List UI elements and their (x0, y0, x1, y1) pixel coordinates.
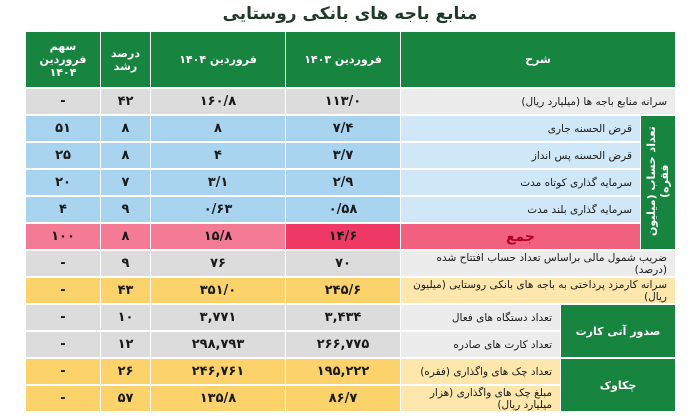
table-row: سرمایه گذاری بلند مدت ۰/۵۸ ۰/۶۳ ۹ ۴ (25, 197, 675, 222)
value-cell: - (25, 332, 100, 357)
header-cell: شرح (400, 32, 675, 87)
group-text: تعداد حساب (میلیون فقره) (645, 126, 671, 236)
value-cell: ۲۴۶,۷۶۱ (150, 359, 285, 384)
value-cell: ۸ (150, 116, 285, 141)
table-title: منابع باجه های بانکی روستایی (222, 4, 478, 24)
row-label: تعداد دستگاه های فعال (400, 305, 560, 330)
value-cell: ۱۱۳/۰ (285, 89, 400, 114)
value-cell: ۱۲ (100, 332, 150, 357)
table-row: سرانه منابع باجه ها (میلیارد ریال) ۱۱۳/۰ ۱… (25, 89, 675, 114)
row-label: تعداد چک های واگذاری (فقره) (400, 359, 560, 384)
table-row: مبلغ چک های واگذاری (هزار میلیارد ریال) ۸… (25, 386, 675, 411)
value-cell: ۱۳۵/۸ (150, 386, 285, 411)
value-cell: - (25, 305, 100, 330)
value-cell: ۳/۱ (150, 170, 285, 195)
value-cell: ۴ (25, 197, 100, 222)
row-label: قرض الحسنه پس انداز (400, 143, 640, 168)
header-cell: فروردین ۱۴۰۴ (150, 32, 285, 87)
row-label: ضریب شمول مالی براساس تعداد حساب افتتاح … (400, 251, 675, 276)
table-row: تعداد کارت های صادره ۲۶۶,۷۷۵ ۲۹۸,۷۹۳ ۱۲- (25, 332, 675, 357)
value-cell: ۳۵۱/۰ (150, 278, 285, 303)
table-row: ضریب شمول مالی براساس تعداد حساب افتتاح … (25, 251, 675, 276)
value-cell: ۱۵/۸ (150, 224, 285, 249)
row-label: تعداد کارت های صادره (400, 332, 560, 357)
value-cell: ۱۴/۶ (285, 224, 400, 249)
table-row: چکاوک تعداد چک های واگذاری (فقره) ۱۹۵,۲۲۲ ۲… (25, 359, 675, 411)
value-cell: ۴۲ (100, 89, 150, 114)
value-cell: ۹ (100, 251, 150, 276)
value-cell: - (25, 251, 100, 276)
value-cell: ۸ (100, 143, 150, 168)
value-cell: ۳,۴۳۴ (285, 305, 400, 330)
value-cell: - (25, 386, 100, 411)
total-label: جمع (400, 224, 640, 249)
table-row: سرانه کارمزد پرداختی به باجه های بانکی ر… (25, 278, 675, 303)
data-table: شرح فروردین ۱۴۰۳ فروردین ۱۴۰۴ درصد رشد سهم ف… (25, 30, 675, 413)
row-label: سرانه کارمزد پرداختی به باجه های بانکی ر… (400, 278, 675, 303)
value-cell: ۱۶۰/۸ (150, 89, 285, 114)
value-cell: ۱۹۵,۲۲۲ (285, 359, 400, 384)
group-label: چکاوک (560, 359, 675, 411)
row-label: قرض الحسنه جاری (400, 116, 640, 141)
value-cell: ۱۰۰ (25, 224, 100, 249)
value-cell: ۸ (100, 116, 150, 141)
header-row: شرح فروردین ۱۴۰۳ فروردین ۱۴۰۴ درصد رشد سهم ف… (25, 32, 675, 87)
row-label: سرمایه گذاری کوتاه مدت (400, 170, 640, 195)
value-cell: - (25, 278, 100, 303)
header-cell: فروردین ۱۴۰۳ (285, 32, 400, 87)
table-row: تعداد حساب (میلیون فقره) قرض الحسنه جاری ۷… (25, 116, 675, 249)
table-row: قرض الحسنه پس انداز ۳/۷ ۴ ۸ ۲۵ (25, 143, 675, 168)
value-cell: ۲۴۵/۶ (285, 278, 400, 303)
row-label: مبلغ چک های واگذاری (هزار میلیارد ریال) (400, 386, 560, 411)
value-cell: ۱۰ (100, 305, 150, 330)
value-cell: - (25, 359, 100, 384)
table-row: جمع ۱۴/۶ ۱۵/۸ ۸ ۱۰۰ (25, 224, 675, 249)
table-row: سرمایه گذاری کوتاه مدت ۲/۹ ۳/۱ ۷ ۲۰ (25, 170, 675, 195)
value-cell: ۲/۹ (285, 170, 400, 195)
row-label: سرانه منابع باجه ها (میلیارد ریال) (400, 89, 675, 114)
value-cell: ۷/۴ (285, 116, 400, 141)
value-cell: ۷۰ (285, 251, 400, 276)
value-cell: ۸۶/۷ (285, 386, 400, 411)
value-cell: ۷ (100, 170, 150, 195)
header-cell: سهم فروردین ۱۴۰۴ (25, 32, 100, 87)
value-cell: ۲۶ (100, 359, 150, 384)
value-cell: ۰/۵۸ (285, 197, 400, 222)
group-text: چکاوک (599, 378, 637, 392)
value-cell: ۰/۶۳ (150, 197, 285, 222)
value-cell: ۴ (150, 143, 285, 168)
value-cell: ۳,۷۷۱ (150, 305, 285, 330)
value-cell: ۷۶ (150, 251, 285, 276)
value-cell: ۲۹۸,۷۹۳ (150, 332, 285, 357)
row-label: سرمایه گذاری بلند مدت (400, 197, 640, 222)
group-label: تعداد حساب (میلیون فقره) (640, 116, 675, 249)
value-cell: ۸ (100, 224, 150, 249)
value-cell: ۴۳ (100, 278, 150, 303)
group-label: صدور آتی کارت (560, 305, 675, 357)
value-cell: ۲۵ (25, 143, 100, 168)
value-cell: ۹ (100, 197, 150, 222)
value-cell: ۲۶۶,۷۷۵ (285, 332, 400, 357)
value-cell: ۵۷ (100, 386, 150, 411)
table-row: صدور آتی کارت تعداد دستگاه های فعال ۳,۴۳۴ ۳… (25, 305, 675, 357)
value-cell: ۳/۷ (285, 143, 400, 168)
value-cell: ۲۰ (25, 170, 100, 195)
header-cell: درصد رشد (100, 32, 150, 87)
value-cell: ۵۱ (25, 116, 100, 141)
group-text: صدور آتی کارت (575, 324, 661, 338)
value-cell: - (25, 89, 100, 114)
